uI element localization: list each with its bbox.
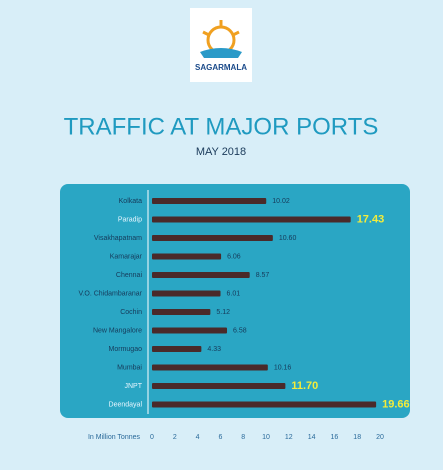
category-label: V.O. Chidambaranar: [78, 290, 142, 297]
value-label: 5.12: [216, 309, 230, 316]
value-label: 6.06: [227, 253, 241, 260]
chart-subtitle: MAY 2018: [196, 146, 246, 158]
category-label: Visakhapatnam: [94, 235, 142, 242]
bar: [152, 365, 268, 371]
x-axis-label: In Million Tonnes: [88, 434, 141, 441]
bar: [152, 402, 376, 408]
category-label: New Mangalore: [93, 327, 142, 334]
bar: [152, 383, 285, 389]
bar: [152, 254, 221, 260]
category-label: Paradip: [118, 216, 142, 223]
x-tick-label: 16: [331, 434, 339, 441]
x-tick-label: 8: [241, 434, 245, 441]
bar: [152, 291, 221, 297]
value-label: 10.60: [279, 235, 297, 242]
bar: [152, 346, 201, 352]
bar: [152, 235, 273, 241]
value-label: 11.70: [291, 380, 318, 392]
category-label: Mumbai: [117, 364, 142, 371]
x-tick-label: 6: [218, 434, 222, 441]
chart-title: TRAFFIC AT MAJOR PORTS: [64, 113, 379, 140]
value-label: 8.57: [256, 272, 270, 279]
x-tick-label: 12: [285, 434, 293, 441]
category-label: Mormugao: [109, 346, 143, 353]
x-tick-label: 2: [173, 434, 177, 441]
bar: [152, 198, 266, 204]
value-label: 10.02: [272, 198, 290, 205]
bar: [152, 217, 351, 223]
value-label: 4.33: [207, 346, 221, 353]
brand: SAGARMALA: [195, 63, 247, 72]
value-label: 17.43: [357, 213, 385, 225]
category-label: Kolkata: [119, 198, 142, 205]
bar: [152, 328, 227, 334]
category-label: Chennai: [116, 272, 143, 279]
x-tick-label: 20: [376, 434, 384, 441]
category-label: JNPT: [125, 383, 143, 390]
category-label: Deendayal: [109, 401, 143, 408]
bar: [152, 309, 210, 315]
x-tick-label: 14: [308, 434, 316, 441]
category-label: Kamarajar: [110, 253, 143, 260]
x-tick-label: 18: [353, 434, 361, 441]
value-label: 6.58: [233, 327, 247, 334]
value-label: 10.16: [274, 364, 292, 371]
x-tick-label: 0: [150, 434, 154, 441]
category-label: Cochin: [120, 309, 142, 316]
infographic: SAGARMALA TRAFFIC AT MAJOR PORTS MAY 201…: [0, 0, 443, 470]
x-tick-label: 4: [196, 434, 200, 441]
x-tick-label: 10: [262, 434, 270, 441]
value-label: 19.66: [382, 398, 410, 410]
bar: [152, 272, 250, 278]
value-label: 6.01: [227, 290, 241, 297]
